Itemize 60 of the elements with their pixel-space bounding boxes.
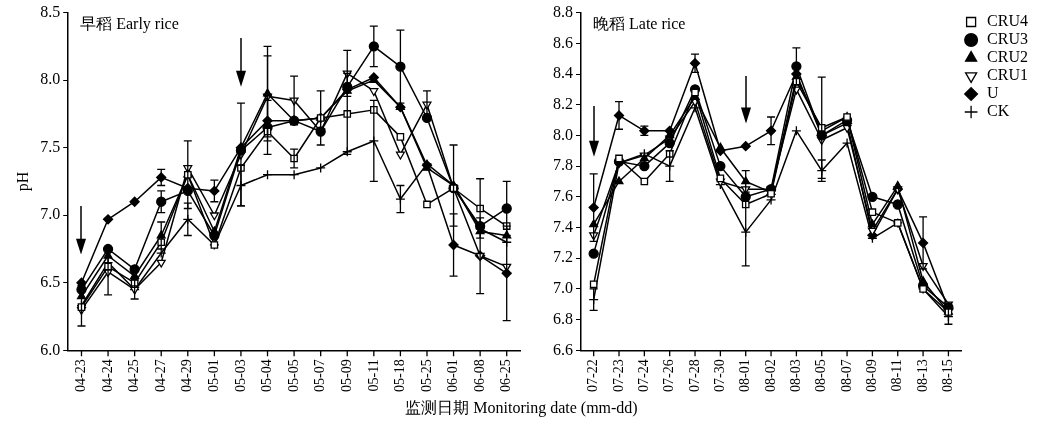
y-tick-label: 7.5	[40, 137, 61, 155]
x-tick-label: 05-05	[285, 359, 301, 393]
y-tick-label: 8.6	[553, 33, 573, 51]
y-tick-label: 6.8	[553, 309, 573, 327]
y-tick-label: 7.4	[553, 217, 573, 235]
x-tick-label: 08-05	[813, 359, 829, 393]
x-tick-label: 04-24	[99, 359, 115, 393]
x-axis-title: 监测日期 Monitoring date (mm-dd)	[404, 398, 639, 419]
x-tick-label: 07-24	[636, 359, 652, 393]
y-tick-label: 6.5	[40, 272, 61, 290]
legend-label: CRU4	[987, 12, 1029, 30]
x-tick-label: 08-13	[914, 359, 930, 393]
x-tick-label: 04-25	[126, 359, 142, 393]
y-tick-label: 8.5	[40, 2, 61, 20]
x-tick-label: 08-11	[889, 359, 905, 392]
x-tick-label: 04-23	[73, 359, 89, 393]
x-tick-label: 05-18	[392, 359, 408, 393]
x-tick-label: 05-25	[418, 359, 434, 393]
legend-label: CRU1	[987, 66, 1029, 84]
x-tick-label: 07-22	[585, 359, 601, 393]
y-tick-label: 8.2	[553, 94, 573, 112]
x-tick-label: 04-27	[152, 359, 168, 393]
x-tick-label: 08-07	[838, 359, 854, 393]
y-tick-label: 7.8	[553, 156, 573, 174]
legend-label: U	[987, 84, 1000, 102]
x-tick-label: 05-03	[232, 359, 248, 393]
x-tick-label: 07-28	[686, 359, 702, 393]
x-tick-label: 05-11	[365, 359, 381, 392]
chart-title: 晚稻 Late rice	[593, 14, 686, 32]
y-tick-label: 6.6	[553, 340, 573, 358]
x-tick-label: 04-29	[179, 359, 195, 393]
x-tick-label: 08-09	[864, 359, 880, 393]
x-tick-label: 05-07	[312, 359, 328, 393]
x-tick-label: 06-25	[498, 359, 514, 393]
x-tick-label: 07-26	[661, 359, 677, 393]
y-tick-label: 8.0	[553, 125, 573, 143]
x-tick-label: 08-03	[788, 359, 804, 393]
x-tick-label: 08-01	[737, 359, 753, 393]
x-tick-label: 08-15	[940, 359, 956, 393]
y-tick-label: 7.0	[553, 279, 573, 297]
y-tick-label: 6.0	[40, 340, 61, 358]
legend-label: CRU3	[987, 30, 1029, 48]
x-tick-label: 05-04	[259, 359, 275, 393]
y-tick-label: 7.2	[553, 248, 573, 266]
x-tick-label: 07-23	[610, 359, 626, 393]
x-tick-label: 06-08	[471, 359, 487, 393]
x-tick-label: 05-09	[338, 359, 354, 393]
legend-label: CRU2	[987, 48, 1029, 66]
x-tick-label: 06-01	[445, 359, 461, 393]
x-tick-label: 08-02	[762, 359, 778, 393]
y-tick-label: 8.4	[553, 64, 573, 82]
x-tick-label: 07-30	[712, 359, 728, 393]
chart-title: 早稻 Early rice	[80, 14, 179, 33]
y-tick-label: 8.8	[553, 2, 573, 20]
y-tick-label: 7.0	[40, 205, 61, 223]
y-axis-title: pH	[13, 171, 32, 192]
y-tick-label: 7.6	[553, 187, 573, 205]
x-tick-label: 05-01	[206, 359, 222, 393]
legend-label: CK	[987, 102, 1010, 120]
y-tick-label: 8.0	[40, 70, 61, 88]
